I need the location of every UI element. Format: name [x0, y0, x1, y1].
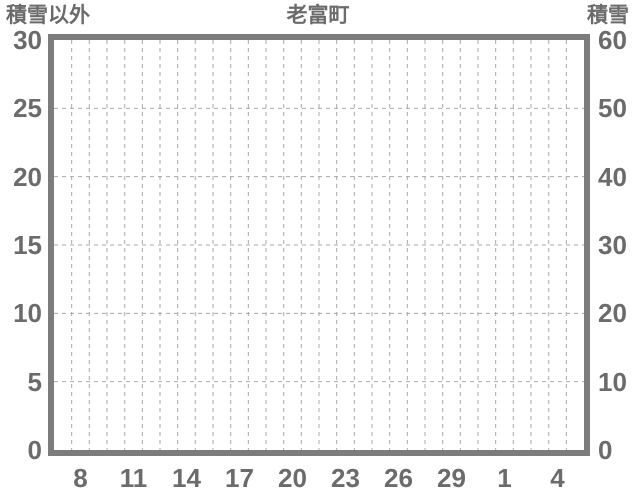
left-axis-title: 積雪以外 [6, 4, 90, 27]
x-axis-tick-label: 8 [73, 463, 88, 493]
left-axis-tick-label: 15 [13, 230, 42, 260]
left-axis-tick-label: 5 [27, 366, 42, 397]
x-axis-tick-label: 20 [278, 463, 307, 493]
left-axis-tick-label: 0 [27, 435, 42, 465]
right-axis-tick-label: 20 [598, 298, 627, 329]
right-axis-tick-label: 40 [598, 161, 627, 192]
left-axis-tick-label: 10 [13, 298, 42, 329]
right-axis-tick-label: 10 [598, 366, 627, 397]
plot-area [48, 34, 590, 456]
chart-title: 老富町 [286, 4, 350, 27]
right-axis-tick-label: 30 [598, 230, 627, 260]
x-axis-tick-label: 26 [384, 463, 413, 493]
x-axis-tick-label: 29 [437, 463, 466, 493]
left-axis-tick-label: 30 [13, 25, 42, 55]
x-axis-tick-label: 4 [550, 463, 565, 493]
right-axis-tick-label: 0 [598, 435, 613, 465]
x-axis-tick-label: 14 [172, 463, 201, 493]
right-axis-title: 積雪 [587, 4, 629, 27]
x-axis-tick-label: 17 [225, 463, 254, 493]
x-axis-tick-label: 11 [119, 463, 148, 493]
left-axis-tick-label: 20 [13, 161, 42, 192]
left-axis-tick-label: 25 [13, 93, 42, 124]
grid-lines [54, 40, 584, 450]
x-axis-tick-label: 23 [331, 463, 360, 493]
x-axis-tick-label: 1 [497, 463, 512, 493]
right-axis-tick-label: 50 [598, 93, 627, 124]
right-axis-tick-label: 60 [598, 25, 627, 55]
